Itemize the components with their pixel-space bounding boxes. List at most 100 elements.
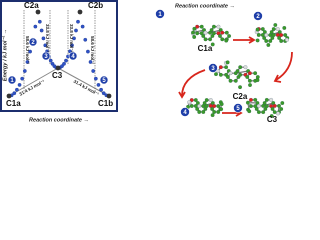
- curve-dot: [86, 49, 90, 54]
- step-number: 3: [44, 54, 48, 60]
- atom: [218, 34, 222, 38]
- curve-dot: [74, 28, 78, 33]
- atom: [245, 100, 250, 105]
- atom: [255, 38, 260, 43]
- curve-dot: [25, 60, 30, 64]
- state-point: [77, 9, 83, 15]
- atom: [256, 103, 261, 108]
- atom: [280, 101, 285, 105]
- curve-dot: [62, 61, 66, 66]
- atom: [211, 31, 216, 36]
- atom: [189, 104, 194, 108]
- atom: [216, 110, 221, 114]
- atom: [269, 114, 274, 118]
- curve-dot: [22, 69, 27, 73]
- curve-dot: [12, 91, 17, 96]
- curve-dot: [48, 58, 53, 63]
- atom: [255, 27, 260, 32]
- atom: [203, 37, 208, 42]
- atom: [228, 71, 233, 76]
- atom: [272, 103, 277, 108]
- curve-dot: [80, 24, 85, 29]
- atom: [238, 65, 243, 70]
- atom: [195, 31, 200, 36]
- atom: [279, 33, 284, 37]
- state-label: C2b: [88, 1, 103, 10]
- atom: [203, 30, 208, 35]
- step-badge: [7, 75, 17, 85]
- structure-label: C2a: [233, 92, 248, 101]
- atom: [247, 109, 252, 114]
- atom: [224, 65, 229, 70]
- atom: [269, 30, 274, 34]
- atom: [208, 37, 213, 42]
- atom: [273, 23, 278, 27]
- atom: [199, 24, 204, 29]
- atom: [285, 37, 289, 42]
- atom: [204, 104, 209, 108]
- curve-dot: [88, 60, 93, 64]
- barrier-label: 33.8 kJ mol⁻¹: [45, 24, 50, 53]
- step-badge: [68, 51, 78, 61]
- curve-dot: [96, 83, 101, 87]
- state-point: [6, 93, 12, 99]
- atom: [204, 98, 209, 102]
- atom: [202, 101, 207, 105]
- structure-label: C1a: [198, 44, 213, 53]
- structures: [178, 23, 293, 118]
- step-number: 5: [102, 78, 106, 84]
- atom: [260, 27, 265, 31]
- curve-dot: [39, 28, 44, 33]
- curve-dot: [20, 76, 25, 81]
- atom: [256, 110, 261, 115]
- barrier-label: 58.6 kJ mol⁻¹: [90, 36, 95, 65]
- curve-dot: [64, 58, 68, 63]
- atom: [212, 110, 217, 114]
- atom: [256, 33, 261, 37]
- atom: [193, 98, 198, 102]
- atom: [271, 27, 276, 31]
- atom: [224, 38, 229, 43]
- arrow: [178, 69, 206, 99]
- state-label: C2a: [24, 1, 39, 10]
- atom: [264, 39, 269, 43]
- atom: [269, 97, 274, 102]
- step-number: 3: [211, 66, 215, 72]
- atom: [272, 110, 277, 115]
- energy-plot: [6, 9, 112, 99]
- atom: [255, 78, 260, 83]
- atom: [247, 71, 252, 76]
- atom: [201, 110, 206, 114]
- atom: [271, 33, 276, 37]
- step-number: 2: [31, 40, 35, 46]
- curve-dot: [17, 83, 22, 87]
- atom: [253, 97, 258, 102]
- structures-axis-label: Reaction coordinate →: [175, 3, 235, 9]
- state-point: [106, 93, 112, 99]
- atom: [266, 43, 271, 47]
- step-number: 4: [183, 110, 187, 116]
- atom: [192, 26, 197, 31]
- step-badge: [180, 107, 190, 117]
- atom: [208, 98, 213, 102]
- curve-dot: [91, 69, 96, 73]
- atom: [270, 107, 275, 111]
- atom: [191, 30, 195, 35]
- curve-dot: [15, 87, 19, 92]
- x-axis-label: Reaction coordinate →: [29, 117, 89, 123]
- curve-dot: [70, 43, 74, 48]
- atom: [210, 107, 215, 111]
- atom: [218, 65, 223, 70]
- atom: [195, 24, 200, 29]
- atom: [225, 60, 230, 65]
- step-number: 4: [71, 54, 75, 60]
- atom: [197, 110, 202, 114]
- atom: [233, 78, 238, 83]
- curve-dot: [33, 24, 38, 29]
- atom: [228, 78, 233, 83]
- plot-frame: [0, 0, 118, 112]
- atom: [210, 113, 215, 118]
- atom: [214, 72, 218, 77]
- atom: [282, 26, 287, 30]
- step-badge: [253, 11, 263, 21]
